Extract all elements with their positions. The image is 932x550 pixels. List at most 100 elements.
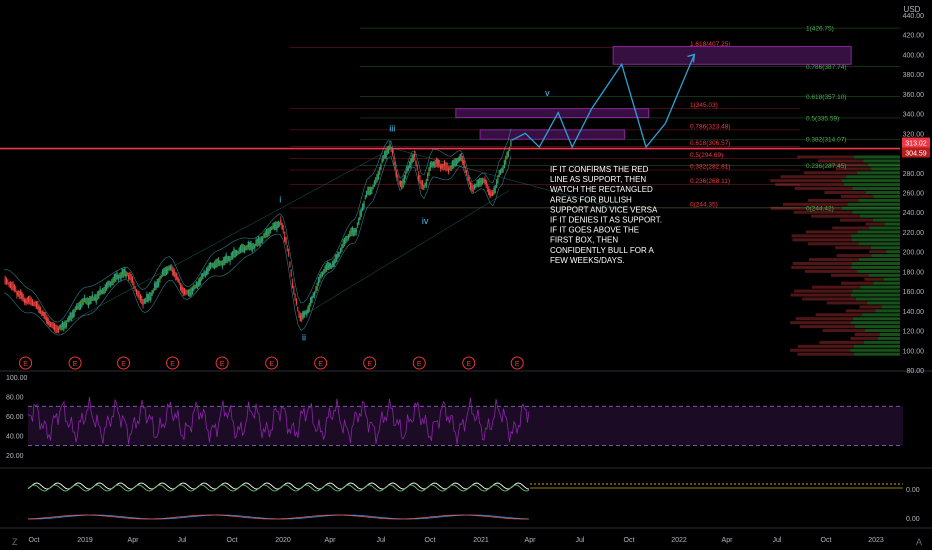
volume-profile-bar-up	[868, 163, 900, 167]
ribbon-segment-up	[476, 179, 478, 187]
price-pane[interactable]: 1.618(407.25) 1(345.03) 0.786(323.48) 0.618…	[0, 26, 932, 529]
corner-label-left[interactable]: Z	[12, 537, 18, 547]
rsi-line	[27, 396, 530, 445]
current-price-label: 313.02	[905, 141, 927, 148]
annotation-line: SUPPORT AND VICE VERSA	[550, 205, 658, 214]
volume-profile-bar-down	[805, 230, 858, 234]
ribbon-segment-up	[271, 226, 273, 231]
earnings-marker-circle	[68, 356, 82, 370]
price-tick-label: 400.00	[903, 52, 925, 59]
volume-profile-bar-up	[865, 329, 900, 333]
wave-label-i: i	[279, 194, 281, 204]
earnings-marker-circle	[363, 356, 377, 370]
ribbon-segment-up	[92, 296, 95, 301]
ribbon-segment-down	[174, 272, 177, 281]
volume-profile-bar-up	[843, 183, 900, 187]
ribbon-segment-down	[297, 306, 299, 312]
ribbon-segment-up	[263, 233, 265, 239]
volume-profile-bar-up	[873, 281, 900, 285]
ribbon-segment-up	[412, 153, 415, 162]
ribbon-segment-up	[118, 273, 121, 279]
ribbon-segment-up	[238, 247, 240, 255]
ribbon-segment-up	[326, 261, 329, 270]
ribbon-segment-up	[219, 260, 221, 267]
ribbon-segment-up	[74, 306, 77, 313]
ribbon-segment-up	[401, 180, 403, 189]
ribbon-segment-up	[230, 252, 233, 260]
ribbon-segment-down	[390, 146, 392, 152]
ribbon-segment-down	[397, 174, 399, 181]
ribbon-segment-up	[103, 286, 105, 295]
earnings-marker-circle	[166, 356, 180, 370]
ribbon-segment-up	[91, 294, 93, 301]
volume-profile-bar-down	[797, 352, 854, 356]
volume-profile-bar-up	[863, 159, 900, 163]
ribbon-segment-up	[312, 292, 314, 298]
earnings-marker-label: E	[121, 361, 126, 368]
time-axis[interactable]: Oct 2019 Apr Jul Oct 2020 Apr Jul Oct 2021 Apr Jul O…	[29, 537, 884, 544]
ribbon-segment-up	[229, 256, 231, 262]
ribbon-segment-up	[363, 200, 365, 207]
volume-profile-bar-down	[790, 321, 851, 325]
ribbon-segment-up	[346, 235, 348, 242]
ribbon-segment-down	[294, 293, 296, 301]
volume-profile-bar-down	[804, 269, 858, 273]
time-tick-label: 2019	[77, 537, 93, 544]
ribbon-segment-down	[129, 272, 131, 281]
ribbon-segment-down	[33, 301, 35, 307]
price-tick-label: 80.00	[906, 368, 924, 375]
ribbon-segment-up	[204, 270, 207, 278]
ribbon-segment-up	[96, 291, 99, 301]
target-box	[479, 129, 625, 140]
wave-label-iii: iii	[389, 123, 395, 133]
ribbon-segment-up	[256, 238, 259, 247]
volume-profile-bar-up	[851, 238, 900, 242]
macd-pane[interactable]: 0.00 0.00	[27, 482, 920, 523]
ribbon-segment-down	[14, 285, 17, 293]
fib-level-label: 0.5(335.59)	[806, 115, 839, 122]
time-tick-label: Apr	[525, 537, 537, 544]
ribbon-segment-up	[95, 294, 97, 303]
ribbon-segment-up	[234, 249, 236, 258]
volume-profile-bar-down	[841, 281, 874, 285]
ribbon-segment-down	[438, 159, 441, 168]
ribbon-segment-up	[450, 165, 452, 171]
volume-profile-bar-down	[802, 297, 856, 301]
ribbon-segment-up	[216, 258, 218, 268]
ribbon-segment-up	[144, 297, 147, 304]
ribbon-segment-down	[419, 174, 421, 184]
price-tick-label: 200.00	[903, 250, 925, 257]
ribbon-segment-up	[316, 282, 318, 291]
volume-profile-bar-up	[879, 333, 900, 336]
rsi-pane[interactable]: 100.00 80.00 60.00 40.00 20.00	[6, 375, 903, 460]
ribbon-segment-up	[86, 297, 88, 305]
earnings-marker-label: E	[23, 361, 28, 368]
ribbon-segment-up	[196, 281, 199, 290]
ribbon-segment-up	[168, 265, 170, 271]
lower-band-line	[3, 155, 512, 336]
ribbon-segment-up	[505, 155, 507, 165]
ribbon-segment-up	[352, 228, 355, 237]
volume-profile-bar-down	[859, 305, 882, 309]
ribbon-segment-up	[220, 260, 222, 266]
volume-profile-bar-down	[793, 210, 853, 214]
price-axis[interactable]: 80.00 100.00 120.00 140.00 160.00 180.00 200.0…	[902, 13, 930, 375]
ribbon-segment-up	[78, 301, 80, 311]
volume-profile-bar-up	[850, 321, 900, 325]
ribbon-segment-down	[393, 156, 395, 165]
fib-level-label: 0.618(357.10)	[806, 94, 846, 101]
ribbon-segment-down	[138, 291, 140, 300]
ribbon-segment-up	[245, 245, 247, 251]
earnings-marker-circle	[215, 356, 229, 370]
volume-profile-bar-down	[797, 344, 854, 348]
ribbon-segment-up	[208, 262, 210, 272]
ribbon-segment-up	[89, 295, 91, 305]
volume-profile-bar-up	[854, 325, 900, 329]
volume-profile-bar-down	[819, 340, 864, 344]
corner-label-right[interactable]: A	[916, 537, 922, 547]
fib-level-label: 0.382(282.81)	[690, 164, 730, 171]
ribbon-segment-up	[77, 302, 79, 310]
ribbon-segment-down	[442, 163, 444, 171]
ribbon-segment-up	[475, 183, 477, 189]
